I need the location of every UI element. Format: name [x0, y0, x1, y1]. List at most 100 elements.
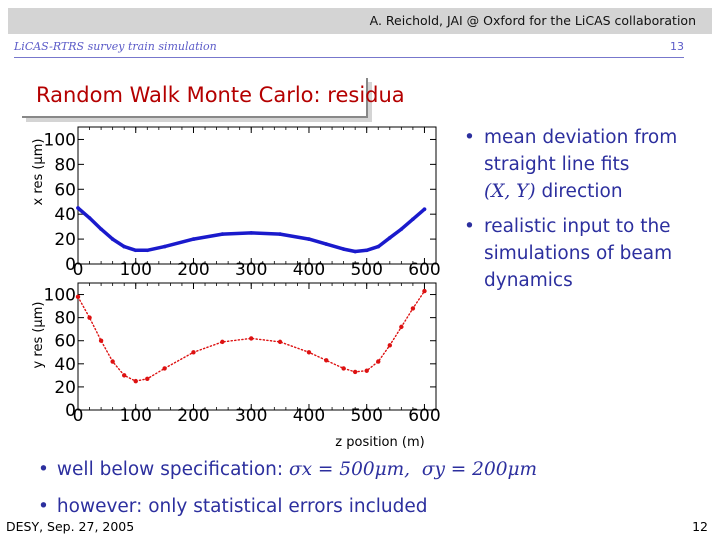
data-point [411, 217, 415, 221]
data-point [220, 232, 225, 236]
plot-frame [77, 126, 437, 265]
x-tick-label: 500 [350, 406, 382, 426]
x-tick-label: 200 [177, 260, 209, 280]
y-tick-label: 20 [54, 378, 76, 398]
sigma-x: σx = 500μm, [288, 459, 411, 480]
data-point [307, 237, 311, 241]
y-axis-label: y res (μm) [31, 302, 46, 369]
data-point [422, 288, 427, 294]
bullet-realistic-input: • realistic input to the simulations of … [462, 213, 712, 294]
sub-header: LiCAS-RTRS survey train simulation 13 [14, 40, 684, 56]
bullet-dot: • [38, 459, 49, 480]
bullet-dot: • [38, 496, 49, 517]
data-point [220, 339, 225, 345]
data-point [341, 366, 346, 371]
bottom-bullet-specification: • well below specification: σx = 500μm, σ… [38, 459, 537, 480]
y-axis-label: x res (μm) [31, 139, 46, 206]
data-point [122, 244, 126, 249]
plot-frame [77, 282, 437, 411]
x-tick-label: 400 [293, 406, 325, 426]
data-point [87, 315, 92, 320]
data-point [162, 244, 167, 249]
data-point [324, 358, 329, 363]
spec-text: well below specification: [56, 459, 289, 480]
data-point [306, 350, 312, 355]
bullet-1-after: direction [535, 181, 623, 202]
author-line: A. Reichold, JAI @ Oxford for the LiCAS … [369, 13, 696, 28]
bullet-1-line-2: straight line fits [484, 154, 630, 175]
x-tick-label: 200 [177, 406, 209, 426]
data-point [191, 350, 196, 355]
data-point [353, 249, 357, 254]
data-point [364, 368, 369, 373]
data-point [364, 248, 369, 253]
x-tick-label: 500 [350, 260, 382, 280]
data-point [249, 231, 254, 235]
series-subtitle: LiCAS-RTRS survey train simulation [14, 40, 217, 53]
data-point [352, 369, 358, 375]
y-tick-label: 20 [54, 230, 76, 250]
data-point [388, 236, 392, 240]
y-tick-label: 0 [65, 255, 76, 275]
x-tick-label: 400 [293, 260, 325, 280]
data-point [277, 339, 283, 345]
data-point [99, 227, 103, 231]
footer-date: DESY, Sep. 27, 2005 [6, 519, 135, 534]
top-bar: A. Reichold, JAI @ Oxford for the LiCAS … [8, 8, 712, 34]
data-point [76, 206, 80, 210]
bullet-mean-deviation: • mean deviation from straight line fits… [462, 124, 712, 205]
x-tick-label: 300 [235, 406, 267, 426]
data-point [324, 242, 329, 246]
footer-page-number: 12 [692, 519, 708, 534]
data-point [422, 207, 427, 211]
data-point [133, 248, 138, 253]
x-tick-label: 100 [120, 260, 152, 280]
data-point [410, 306, 416, 311]
data-point [376, 244, 381, 249]
header-rule [14, 57, 684, 58]
slide-title-box: Random Walk Monte Carlo: residua [22, 78, 405, 118]
x-tick-label: 100 [120, 406, 152, 426]
sigma-y: σy = 200μm [421, 459, 538, 480]
x-tick-label: 300 [235, 260, 267, 280]
data-point [249, 336, 254, 341]
data-point [110, 359, 115, 364]
bullet-1-math: (X, Y) [484, 181, 536, 202]
y-tick-label: 80 [54, 155, 76, 175]
y-tick-label: 40 [54, 205, 76, 225]
data-point [191, 237, 196, 241]
y-tick-label: 80 [54, 309, 76, 329]
y-tick-label: 100 [44, 286, 76, 306]
y-tick-label: 60 [54, 332, 76, 352]
data-point [399, 324, 404, 330]
bullet-list: • mean deviation from straight line fits… [462, 124, 712, 302]
data-point [133, 378, 138, 384]
x-axis-label: z position (m) [335, 435, 424, 450]
data-point [110, 237, 115, 241]
y-tick-label: 40 [54, 355, 76, 375]
bullet-1-line-1: mean deviation from [484, 127, 678, 148]
bottom-bullet-errors: • however: only statistical errors includ… [38, 496, 427, 517]
series-line [76, 206, 427, 254]
data-point [145, 376, 150, 382]
x-tick-label: 600 [408, 406, 440, 426]
data-point [399, 227, 404, 231]
bullet-dot: • [464, 216, 475, 237]
data-point [75, 294, 81, 300]
data-point [278, 232, 282, 236]
data-point [376, 359, 381, 364]
data-point [387, 343, 393, 348]
data-point [145, 248, 150, 253]
y-tick-label: 60 [54, 180, 76, 200]
data-point [98, 338, 104, 343]
data-point [121, 373, 127, 378]
bullet-2-line-1: realistic input to the [484, 216, 671, 237]
y-tick-label: 100 [44, 130, 76, 150]
small-page-number: 13 [670, 40, 684, 53]
x-tick-label: 0 [73, 406, 84, 426]
series-line [77, 290, 426, 382]
y-tick-label: 0 [65, 401, 76, 421]
data-point [162, 366, 167, 371]
data-point [341, 247, 346, 251]
